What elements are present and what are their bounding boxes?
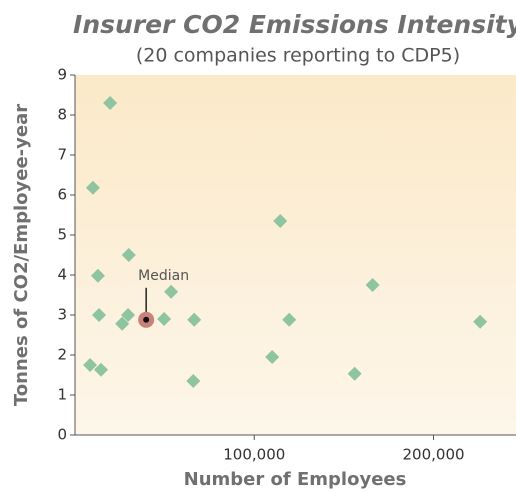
plot-area [75,75,516,435]
y-tick-label: 8 [57,106,67,124]
point [282,312,297,327]
point [347,366,362,381]
point [103,96,118,110]
y-tick-label: 2 [57,346,67,364]
median-dot [143,316,150,323]
point [115,316,130,331]
point [265,350,280,364]
y-tick-label: 4 [57,266,67,284]
y-tick-label: 1 [57,386,67,404]
point [273,214,288,228]
x-tick-label: 200,000 [403,446,465,464]
y-tick-label: 6 [57,186,67,204]
point [365,278,380,292]
point [473,314,488,329]
point [92,308,107,322]
point [93,362,108,377]
x-axis-label: Number of Employees [184,469,407,490]
chart-title: Insurer CO2 Emissions Intensity [73,10,516,39]
point [121,308,136,322]
point [164,284,179,299]
y-tick-label: 5 [57,226,67,244]
point [85,180,100,195]
point [121,248,136,262]
point [187,312,202,327]
chart-subtitle: (20 companies reporting to CDP5) [136,45,460,67]
y-tick-label: 7 [57,146,67,164]
point [90,268,105,283]
y-axis-label: Tonnes of CO2/Employee-year [11,104,32,406]
point [157,312,172,326]
point [83,358,98,372]
x-tick-label: 100,000 [223,446,285,464]
annotation-label: Median [138,268,189,284]
point [186,374,201,388]
y-tick-label: 3 [57,306,67,324]
y-tick-label: 0 [57,426,67,444]
y-tick-label: 9 [57,66,67,84]
